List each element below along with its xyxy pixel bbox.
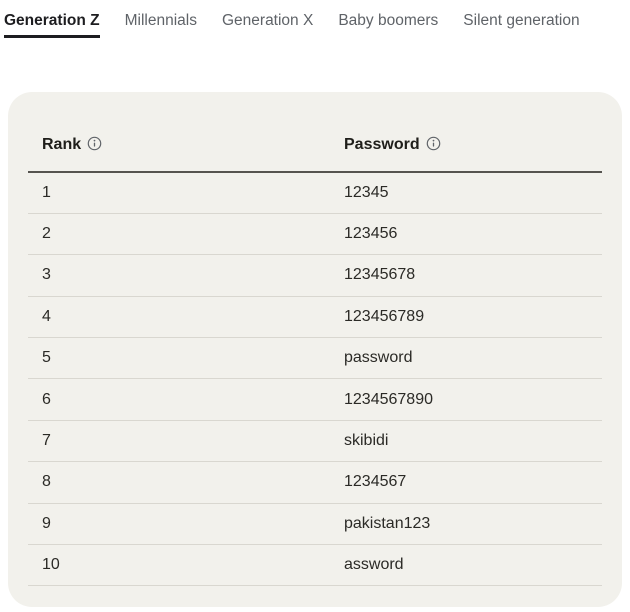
tab-generation-z[interactable]: Generation Z bbox=[4, 11, 100, 38]
table-row: 9 pakistan123 bbox=[28, 503, 602, 546]
info-icon[interactable] bbox=[87, 136, 102, 157]
tab-generation-x[interactable]: Generation X bbox=[221, 12, 314, 29]
password-cell: pakistan123 bbox=[330, 503, 602, 546]
password-cell: 1234567890 bbox=[330, 378, 602, 421]
rank-cell: 3 bbox=[28, 254, 330, 297]
rank-cell: 4 bbox=[28, 296, 330, 339]
password-cell: 12345 bbox=[330, 172, 602, 214]
table-header-row: Rank Password bbox=[28, 92, 602, 173]
tab-baby-boomers[interactable]: Baby boomers bbox=[338, 12, 439, 29]
tab-millennials[interactable]: Millennials bbox=[124, 12, 197, 29]
table-row: 10 assword bbox=[28, 544, 602, 587]
rank-cell: 9 bbox=[28, 503, 330, 546]
rank-column-header: Rank bbox=[28, 92, 330, 173]
password-cell: skibidi bbox=[330, 420, 602, 463]
table-row: 3 12345678 bbox=[28, 254, 602, 297]
info-icon[interactable] bbox=[426, 136, 441, 157]
table-row: 5 password bbox=[28, 337, 602, 380]
rank-cell: 1 bbox=[28, 172, 330, 214]
generation-tab-bar: Generation Z Millennials Generation X Ba… bbox=[0, 11, 630, 38]
table-row: 1 12345 bbox=[28, 172, 602, 214]
rank-cell: 8 bbox=[28, 461, 330, 504]
table-row: 8 1234567 bbox=[28, 461, 602, 504]
rank-cell: 2 bbox=[28, 213, 330, 256]
password-cell: 123456789 bbox=[330, 296, 602, 339]
table-row: 2 123456 bbox=[28, 213, 602, 256]
rank-cell: 5 bbox=[28, 337, 330, 380]
password-cell: 12345678 bbox=[330, 254, 602, 297]
table-row: 4 123456789 bbox=[28, 296, 602, 339]
password-column-label: Password bbox=[344, 136, 420, 153]
password-table: Rank Password 1 12345 2 123456 3 1234567… bbox=[28, 92, 602, 587]
password-cell: 1234567 bbox=[330, 461, 602, 504]
table-row: 6 1234567890 bbox=[28, 378, 602, 421]
password-cell: 123456 bbox=[330, 213, 602, 256]
rank-cell: 10 bbox=[28, 544, 330, 587]
password-cell: assword bbox=[330, 544, 602, 587]
rank-cell: 7 bbox=[28, 420, 330, 463]
password-column-header: Password bbox=[330, 92, 602, 173]
table-row: 7 skibidi bbox=[28, 420, 602, 463]
rank-cell: 6 bbox=[28, 378, 330, 421]
tab-silent-generation[interactable]: Silent generation bbox=[463, 12, 580, 29]
password-table-card: Rank Password 1 12345 2 123456 3 1234567… bbox=[8, 92, 622, 607]
password-cell: password bbox=[330, 337, 602, 380]
rank-column-label: Rank bbox=[42, 136, 82, 153]
